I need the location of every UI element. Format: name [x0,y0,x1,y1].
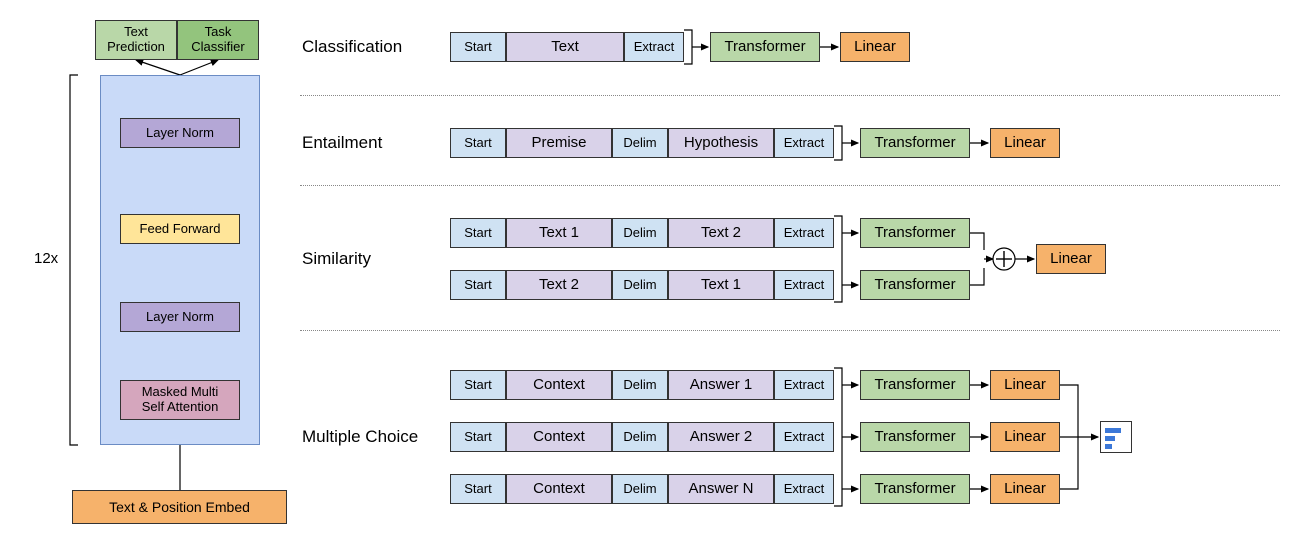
token-premise: Premise [506,128,612,158]
output-text-prediction: TextPrediction [95,20,177,60]
token-text-1: Text 1 [506,218,612,248]
token-start: Start [450,32,506,62]
transformer-box: Transformer [860,270,970,300]
task-divider [300,185,1280,186]
token-delim: Delim [612,422,668,452]
token-extract: Extract [774,218,834,248]
token-context: Context [506,370,612,400]
token-delim: Delim [612,370,668,400]
token-answer-1: Answer 1 [668,370,774,400]
token-extract: Extract [774,422,834,452]
token-text: Text [506,32,624,62]
text-position-embed: Text & Position Embed [72,490,287,524]
token-delim: Delim [612,474,668,504]
token-start: Start [450,128,506,158]
token-extract: Extract [774,370,834,400]
linear-box: Linear [990,474,1060,504]
transformer-box: Transformer [710,32,820,62]
token-start: Start [450,270,506,300]
token-delim: Delim [612,270,668,300]
transformer-box: Transformer [860,218,970,248]
linear-box: Linear [990,370,1060,400]
task-divider [300,330,1280,331]
linear-box: Linear [1036,244,1106,274]
token-start: Start [450,218,506,248]
token-text-2: Text 2 [668,218,774,248]
token-delim: Delim [612,128,668,158]
token-extract: Extract [774,474,834,504]
linear-box: Linear [840,32,910,62]
linear-box: Linear [990,128,1060,158]
inner-masked-multi-self-attention: Masked MultiSelf Attention [120,380,240,420]
token-start: Start [450,474,506,504]
token-start: Start [450,370,506,400]
token-extract: Extract [774,270,834,300]
token-answer-n: Answer N [668,474,774,504]
token-text-2: Text 2 [506,270,612,300]
task-label-similarity: Similarity [302,249,371,269]
transformer-box: Transformer [860,474,970,504]
token-hypothesis: Hypothesis [668,128,774,158]
token-extract: Extract [774,128,834,158]
softmax-bars-icon [1100,421,1132,453]
token-context: Context [506,474,612,504]
task-label-multiple-choice: Multiple Choice [302,427,418,447]
token-text-1: Text 1 [668,270,774,300]
token-context: Context [506,422,612,452]
token-answer-2: Answer 2 [668,422,774,452]
transformer-box: Transformer [860,370,970,400]
repeat-12x: 12x [34,250,58,267]
task-label-entailment: Entailment [302,133,382,153]
token-start: Start [450,422,506,452]
inner-feed-forward: Feed Forward [120,214,240,244]
transformer-box: Transformer [860,128,970,158]
task-label-classification: Classification [302,37,402,57]
token-extract: Extract [624,32,684,62]
inner-layer-norm: Layer Norm [120,302,240,332]
linear-box: Linear [990,422,1060,452]
token-delim: Delim [612,218,668,248]
task-divider [300,95,1280,96]
transformer-box: Transformer [860,422,970,452]
output-task-classifier: TaskClassifier [177,20,259,60]
inner-layer-norm: Layer Norm [120,118,240,148]
